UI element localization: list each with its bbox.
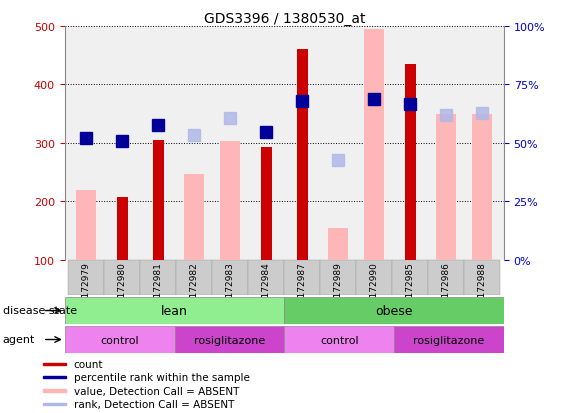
Bar bbox=[43, 376, 66, 379]
Bar bbox=[65, 297, 284, 324]
Text: GSM172982: GSM172982 bbox=[190, 262, 199, 316]
Bar bbox=[176, 260, 212, 295]
Bar bbox=[43, 363, 66, 365]
Bar bbox=[140, 260, 176, 295]
Bar bbox=[328, 228, 348, 260]
Text: GSM172988: GSM172988 bbox=[478, 262, 487, 317]
Title: GDS3396 / 1380530_at: GDS3396 / 1380530_at bbox=[204, 12, 365, 26]
Text: lean: lean bbox=[161, 304, 188, 317]
Text: GSM172985: GSM172985 bbox=[406, 262, 415, 317]
Bar bbox=[356, 260, 392, 295]
Bar bbox=[394, 326, 504, 353]
Text: obese: obese bbox=[376, 304, 413, 317]
Bar bbox=[212, 260, 248, 295]
Bar bbox=[297, 50, 308, 260]
Bar bbox=[261, 147, 272, 260]
Text: GSM172986: GSM172986 bbox=[442, 262, 451, 317]
Text: disease state: disease state bbox=[3, 306, 77, 316]
Text: GSM172981: GSM172981 bbox=[154, 262, 163, 317]
Text: control: control bbox=[320, 335, 359, 345]
Bar bbox=[436, 114, 456, 260]
Text: rank, Detection Call = ABSENT: rank, Detection Call = ABSENT bbox=[74, 399, 234, 409]
Text: agent: agent bbox=[3, 335, 35, 344]
Text: GSM172990: GSM172990 bbox=[370, 262, 379, 317]
Text: percentile rank within the sample: percentile rank within the sample bbox=[74, 373, 249, 382]
Bar bbox=[117, 198, 128, 260]
Text: GSM172983: GSM172983 bbox=[226, 262, 235, 317]
Text: GSM172989: GSM172989 bbox=[334, 262, 343, 317]
Text: rosiglitazone: rosiglitazone bbox=[194, 335, 265, 345]
Text: value, Detection Call = ABSENT: value, Detection Call = ABSENT bbox=[74, 386, 239, 396]
Bar bbox=[77, 190, 96, 260]
Text: count: count bbox=[74, 359, 103, 369]
Bar bbox=[284, 260, 320, 295]
Bar bbox=[221, 141, 240, 260]
Bar bbox=[464, 260, 501, 295]
Bar bbox=[472, 114, 492, 260]
Bar bbox=[320, 260, 356, 295]
Text: GSM172984: GSM172984 bbox=[262, 262, 271, 316]
Bar bbox=[284, 326, 394, 353]
Text: GSM172987: GSM172987 bbox=[298, 262, 307, 317]
Text: GSM172980: GSM172980 bbox=[118, 262, 127, 317]
Bar bbox=[104, 260, 140, 295]
Bar bbox=[392, 260, 428, 295]
Bar bbox=[153, 140, 164, 260]
Bar bbox=[248, 260, 284, 295]
Bar bbox=[43, 403, 66, 405]
Bar bbox=[284, 297, 504, 324]
Bar bbox=[364, 30, 384, 260]
Bar bbox=[65, 326, 175, 353]
Bar bbox=[185, 174, 204, 260]
Text: GSM172979: GSM172979 bbox=[82, 262, 91, 317]
Bar bbox=[405, 65, 415, 260]
Bar bbox=[428, 260, 464, 295]
Bar bbox=[68, 260, 104, 295]
Text: rosiglitazone: rosiglitazone bbox=[413, 335, 485, 345]
Text: control: control bbox=[100, 335, 139, 345]
Bar bbox=[175, 326, 284, 353]
Bar bbox=[43, 389, 66, 392]
